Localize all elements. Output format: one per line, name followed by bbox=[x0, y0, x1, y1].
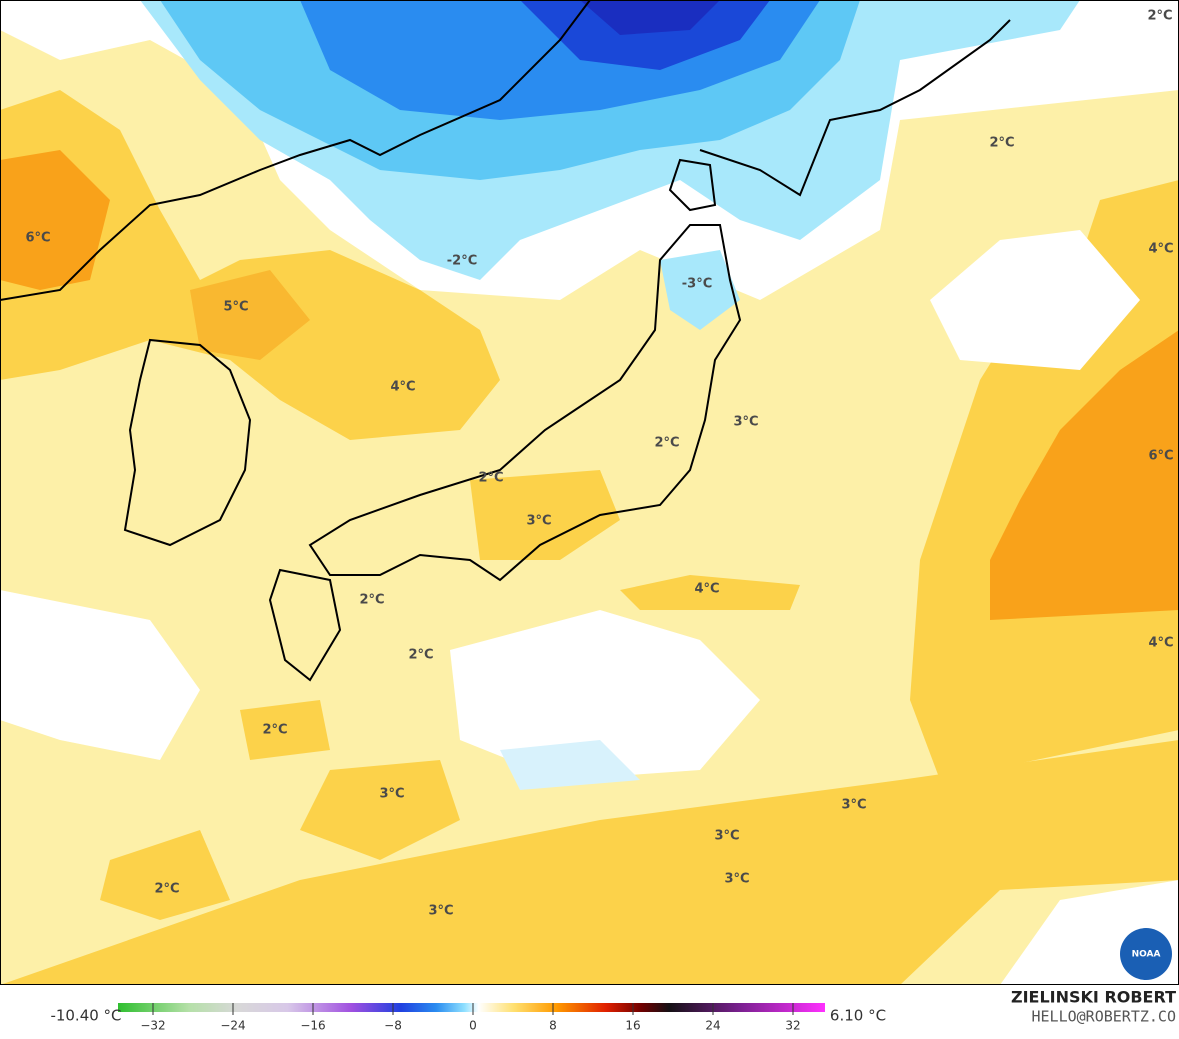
contour-label: 5°C bbox=[223, 300, 248, 315]
contour-label: 4°C bbox=[694, 582, 719, 597]
contour-label: 4°C bbox=[1148, 242, 1173, 257]
contour-label: 4°C bbox=[390, 380, 415, 395]
temperature-field bbox=[0, 0, 1179, 985]
contour-label: 6°C bbox=[1148, 449, 1173, 464]
colorbar-tick-label: 0 bbox=[469, 1019, 477, 1033]
contour-label: 3°C bbox=[714, 829, 739, 844]
contour-label: 4°C bbox=[1148, 636, 1173, 651]
contour-label: -2°C bbox=[447, 254, 477, 269]
colorbar-tick-label: 8 bbox=[549, 1019, 557, 1033]
colorbar bbox=[118, 1003, 825, 1012]
noaa-logo-text: NOAA bbox=[1132, 950, 1161, 960]
colorbar-tick-label: −24 bbox=[220, 1019, 245, 1033]
contour-label: 2°C bbox=[359, 593, 384, 608]
contour-label: -3°C bbox=[682, 277, 712, 292]
contour-label: 2°C bbox=[154, 882, 179, 897]
contour-label: 3°C bbox=[841, 798, 866, 813]
author: ZIELINSKI ROBERT bbox=[1011, 988, 1176, 1007]
colorbar-min: -10.40 °C bbox=[50, 1007, 121, 1025]
contour-label: 2°C bbox=[1147, 9, 1172, 24]
colorbar-tick-label: 24 bbox=[705, 1019, 720, 1033]
contour-label: 2°C bbox=[478, 471, 503, 486]
colorbar-max: 6.10 °C bbox=[830, 1007, 886, 1025]
colorbar-tick-label: 16 bbox=[625, 1019, 640, 1033]
contact: HELLO@ROBERTZ.CO bbox=[1032, 1008, 1177, 1026]
colorbar-tick-label: −32 bbox=[140, 1019, 165, 1033]
coastlines bbox=[0, 0, 1011, 682]
contour-label: 2°C bbox=[654, 436, 679, 451]
colorbar-tick-label: 32 bbox=[785, 1019, 800, 1033]
colorbar-tick-label: −16 bbox=[300, 1019, 325, 1033]
contour-label: 3°C bbox=[379, 787, 404, 802]
colorbar-tick-label: −8 bbox=[384, 1019, 402, 1033]
contour-label: 3°C bbox=[526, 514, 551, 529]
contour-label: 2°C bbox=[262, 723, 287, 738]
contour-label: 3°C bbox=[733, 415, 758, 430]
noaa-logo bbox=[1120, 928, 1172, 980]
contour-label: 3°C bbox=[428, 904, 453, 919]
contour-label: 2°C bbox=[989, 136, 1014, 151]
contour-label: 3°C bbox=[724, 872, 749, 887]
contour-label: 2°C bbox=[408, 648, 433, 663]
contour-label: 6°C bbox=[25, 231, 50, 246]
